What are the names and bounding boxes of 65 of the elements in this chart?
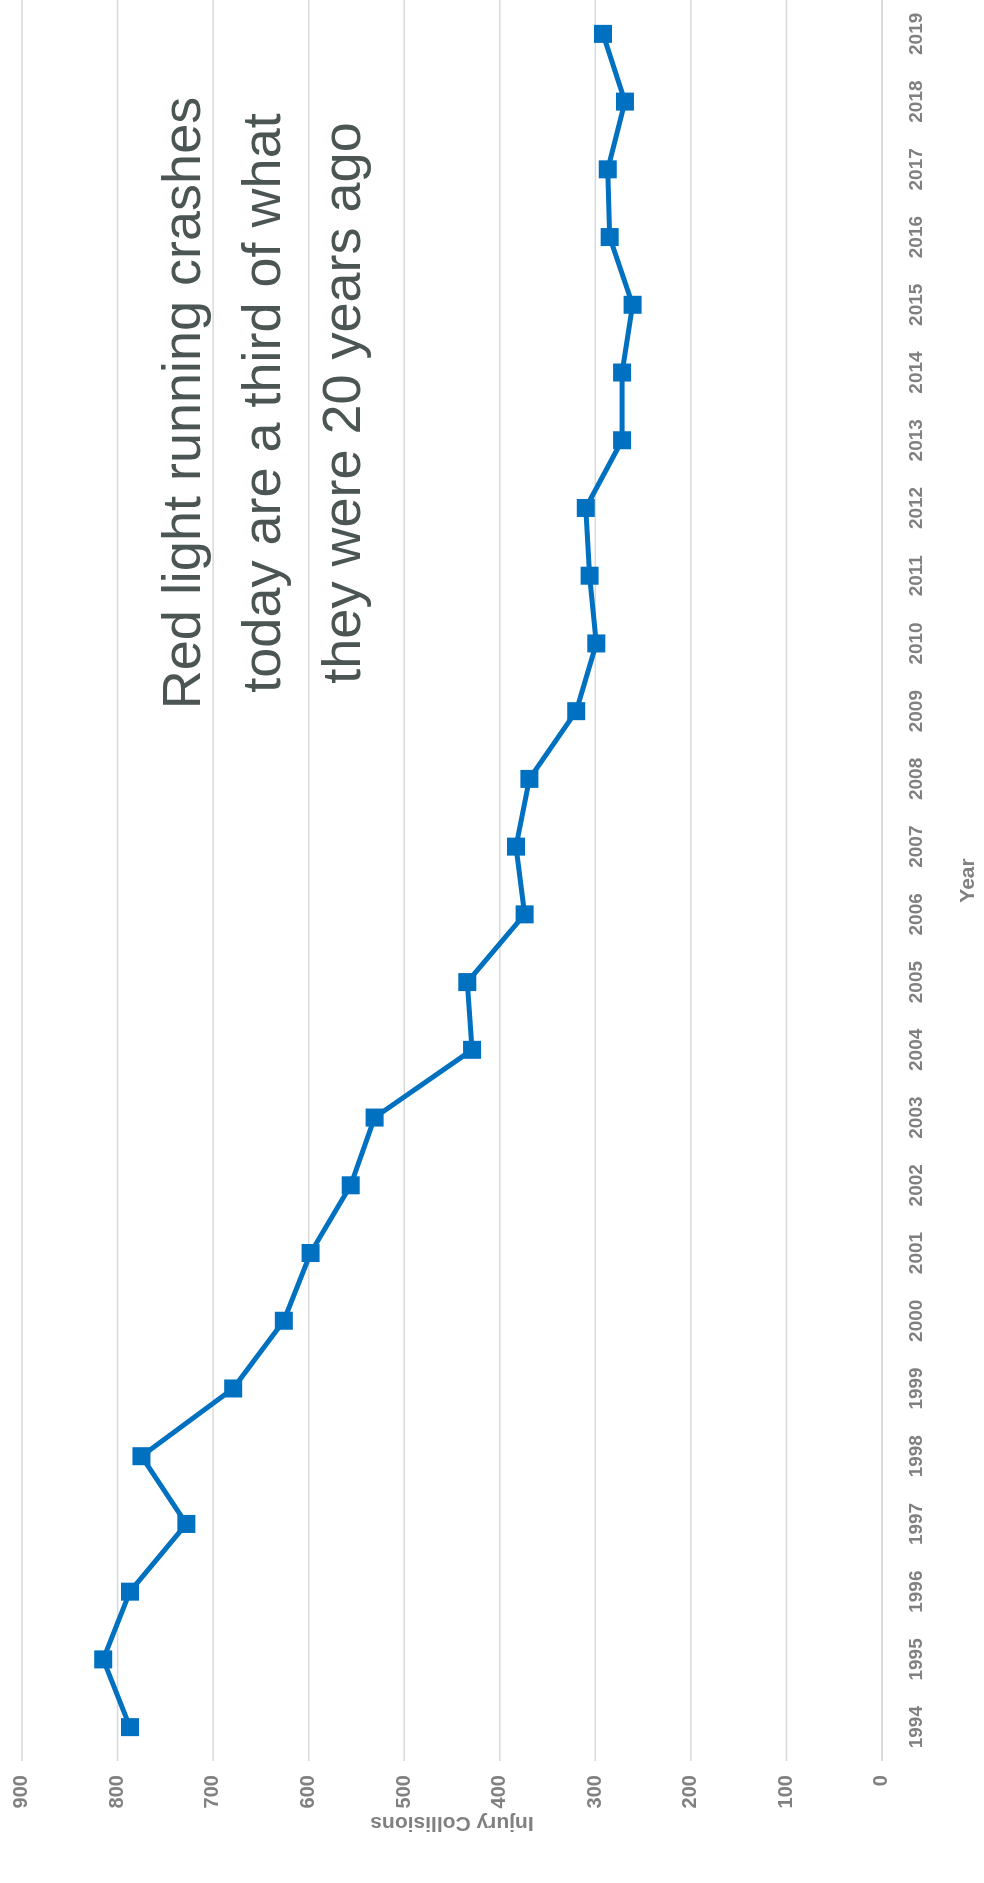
y-tick-label: 2016: [905, 215, 926, 259]
point: [132, 1447, 151, 1466]
x-tick-label: 800: [104, 1775, 127, 1809]
point: [463, 1040, 482, 1059]
y-tick-label: 2018: [905, 80, 926, 123]
point: [598, 160, 617, 179]
x-tick-label: 300: [582, 1775, 605, 1809]
point: [365, 1108, 384, 1127]
point: [515, 905, 534, 924]
y-tick-label: 1996: [905, 1570, 926, 1613]
point: [507, 837, 526, 856]
point: [341, 1176, 360, 1195]
x-tick-label: 500: [391, 1775, 414, 1809]
y-tick-label: 2019: [905, 12, 926, 56]
y-tick-label: 1998: [905, 1435, 926, 1478]
point: [576, 498, 595, 517]
point: [520, 769, 539, 788]
y-tick-label: 2010: [905, 622, 926, 665]
y-tick-label: 1994: [905, 1705, 926, 1749]
y-tick-label: 2013: [905, 419, 926, 462]
y-tick-label: 2011: [905, 554, 926, 597]
point: [587, 634, 606, 653]
y-tick-label: 2015: [905, 283, 926, 326]
y-tick-label: 2017: [905, 148, 926, 191]
y-tick-label: 2007: [905, 825, 926, 868]
y-tick-label: 2006: [905, 893, 926, 936]
point: [177, 1514, 196, 1533]
x-tick-label: 400: [487, 1775, 510, 1809]
x-tick-label: 100: [773, 1775, 796, 1809]
y-tick-label: 1995: [905, 1637, 926, 1681]
point: [94, 1650, 113, 1669]
point: [301, 1244, 320, 1263]
y-tick-label: 2002: [905, 1164, 926, 1207]
y-tick-label: 2005: [905, 960, 926, 1004]
point: [600, 228, 619, 247]
y-tick-label: 2003: [905, 1096, 926, 1139]
x-axis-title: Injury Collisions: [370, 1813, 534, 1837]
x-tick-label: 600: [295, 1775, 318, 1809]
x-tick-label: 200: [678, 1775, 701, 1809]
y-tick-label: 2001: [905, 1231, 926, 1275]
x-tick-label: 0: [869, 1775, 892, 1787]
y-tick-label: 2004: [905, 1028, 926, 1071]
y-tick-label: 1999: [905, 1367, 926, 1410]
y-axis-title: Year: [955, 858, 978, 903]
y-tick-label: 2012: [905, 486, 926, 530]
y-tick-label: 2000: [905, 1299, 926, 1342]
x-tick-label: 900: [9, 1775, 32, 1809]
point: [120, 1718, 139, 1737]
point: [593, 24, 612, 43]
y-tick-label: 2009: [905, 690, 926, 733]
y-tick-label: 2014: [905, 350, 926, 394]
point: [615, 92, 634, 111]
point: [567, 702, 586, 721]
y-tick-label: 1997: [905, 1502, 926, 1546]
point: [458, 973, 477, 992]
annotation: Red light running crashes today are a third of what they were 20 years ago: [151, 96, 371, 710]
point: [224, 1379, 243, 1398]
x-tick-label: 700: [200, 1775, 223, 1809]
point: [580, 566, 599, 585]
point: [613, 363, 632, 382]
point: [120, 1582, 139, 1601]
point: [623, 295, 642, 314]
point: [613, 431, 632, 450]
y-tick-label: 2008: [905, 757, 926, 801]
point: [274, 1311, 293, 1330]
